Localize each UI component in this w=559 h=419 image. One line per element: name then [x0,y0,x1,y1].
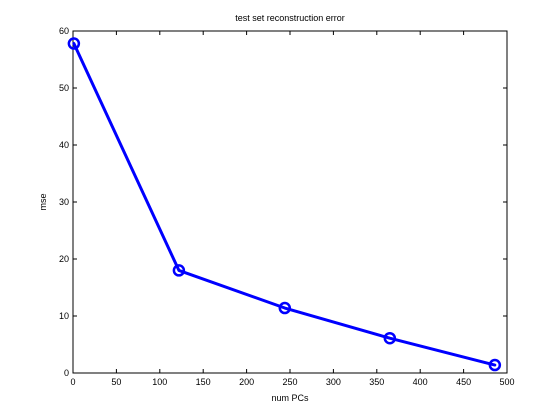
series-line [72,42,497,367]
x-tick-label: 50 [111,377,121,387]
x-tick-label: 400 [413,377,428,387]
x-tick-label: 200 [239,377,254,387]
x-axis-label: num PCs [271,393,309,403]
x-tick-label: 350 [369,377,384,387]
x-tick-label: 150 [196,377,211,387]
x-tick-label: 450 [456,377,471,387]
x-tick-label: 250 [282,377,297,387]
data-point-marker [67,37,81,50]
x-tick-label: 500 [499,377,514,387]
y-axis-label: mse [38,193,48,210]
data-series [67,37,502,372]
data-point-marker [278,301,292,315]
chart-title: test set reconstruction error [235,13,345,23]
y-tick-label: 0 [64,368,69,378]
y-tick-label: 20 [59,254,69,264]
data-point-marker [488,358,502,372]
x-tick-label: 0 [70,377,75,387]
y-tick-label: 60 [59,26,69,36]
x-tick-label: 300 [326,377,341,387]
x-tick-label: 100 [152,377,167,387]
y-tick-label: 50 [59,83,69,93]
plot-area [72,30,508,374]
axis-ticks: 0 50 100 150 200 250 300 350 400 450 500 0 10 20 30 40 5… [59,26,515,387]
y-tick-label: 30 [59,197,69,207]
y-tick-label: 40 [59,140,69,150]
data-point-marker [383,331,397,345]
y-tick-label: 10 [59,311,69,321]
data-point-marker [172,264,186,277]
